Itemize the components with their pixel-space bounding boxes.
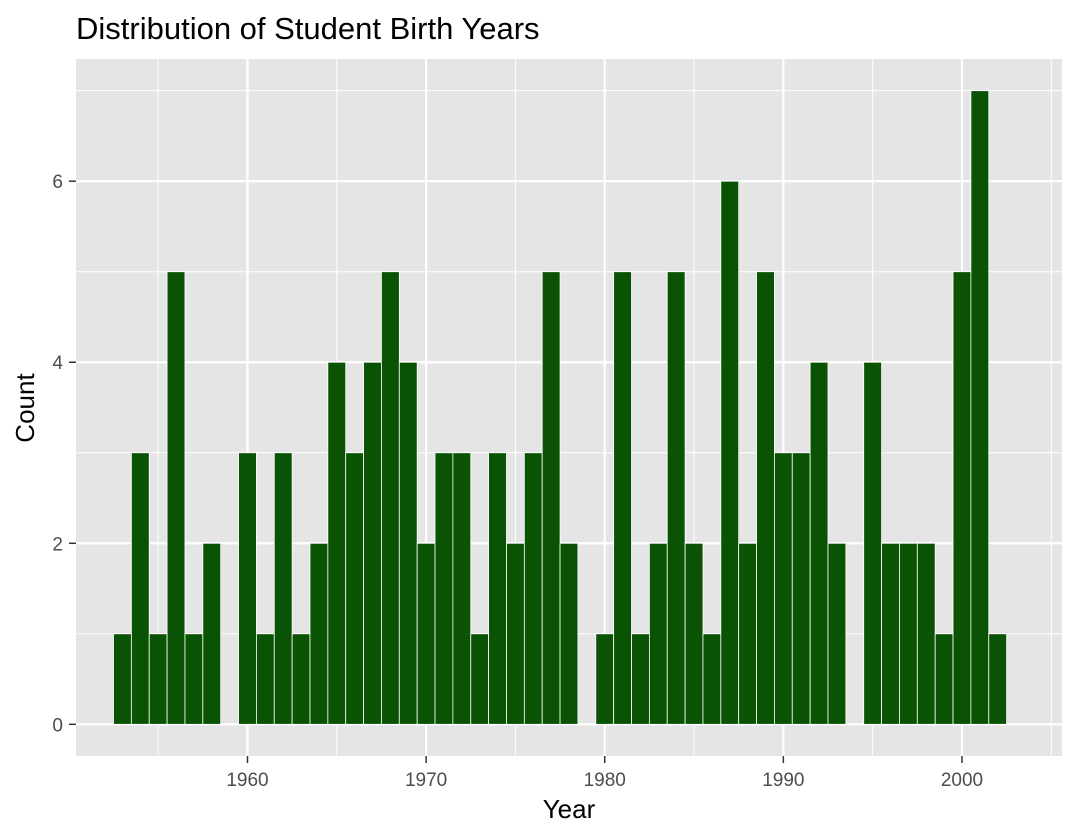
bar-1965 bbox=[327, 361, 347, 725]
bar-1972 bbox=[452, 452, 472, 725]
y-axis: 0 2 4 6 bbox=[52, 172, 76, 736]
x-tick-label: 1980 bbox=[584, 770, 626, 791]
bar-1953 bbox=[113, 633, 132, 725]
y-axis-title: Count bbox=[10, 373, 40, 443]
y-tick-label: 2 bbox=[52, 534, 63, 555]
bar-1973 bbox=[470, 633, 490, 725]
bar-1974 bbox=[488, 452, 507, 725]
x-tick-label: 2000 bbox=[941, 770, 983, 791]
bar-1995 bbox=[863, 361, 882, 725]
bar-1990 bbox=[774, 452, 793, 725]
bar-1992 bbox=[809, 361, 829, 725]
bar-1985 bbox=[684, 542, 704, 725]
bar-1968 bbox=[381, 271, 400, 725]
bar-1986 bbox=[702, 633, 722, 725]
bar-1967 bbox=[363, 361, 382, 725]
x-tick-label: 1960 bbox=[226, 770, 268, 791]
bar-1998 bbox=[916, 542, 936, 725]
bar-1980 bbox=[595, 633, 615, 725]
bar-1981 bbox=[613, 271, 632, 725]
bar-1977 bbox=[541, 271, 561, 725]
bar-1963 bbox=[291, 633, 311, 725]
y-tick-label: 6 bbox=[52, 172, 63, 193]
bar-1962 bbox=[273, 452, 293, 725]
bar-1984 bbox=[666, 271, 686, 725]
bar-1954 bbox=[130, 452, 150, 725]
bar-1966 bbox=[345, 452, 364, 725]
bar-2001 bbox=[970, 90, 990, 725]
bar-1976 bbox=[523, 452, 543, 725]
bar-1991 bbox=[791, 452, 811, 725]
bar-1993 bbox=[827, 542, 847, 725]
bar-1955 bbox=[148, 633, 168, 725]
bar-1982 bbox=[631, 633, 650, 725]
bar-2000 bbox=[952, 271, 972, 725]
y-tick-label: 4 bbox=[52, 353, 63, 374]
bar-1956 bbox=[166, 271, 186, 725]
bar-1988 bbox=[738, 542, 757, 725]
chart-title: Distribution of Student Birth Years bbox=[76, 11, 540, 46]
bar-1997 bbox=[899, 542, 918, 725]
bar-1960 bbox=[238, 452, 257, 725]
bar-1996 bbox=[881, 542, 900, 725]
bar-1987 bbox=[720, 180, 740, 725]
x-axis-title: Year bbox=[543, 794, 596, 824]
bar-1961 bbox=[256, 633, 275, 725]
bar-1983 bbox=[648, 542, 668, 725]
bar-1989 bbox=[756, 271, 775, 725]
bar-1999 bbox=[934, 633, 954, 725]
x-tick-label: 1990 bbox=[762, 770, 804, 791]
bar-1958 bbox=[202, 542, 222, 725]
bar-1957 bbox=[184, 633, 204, 725]
bar-1970 bbox=[416, 542, 436, 725]
bars bbox=[113, 90, 1008, 725]
x-tick-label: 1970 bbox=[405, 770, 447, 791]
bar-1969 bbox=[398, 361, 418, 725]
bar-1978 bbox=[559, 542, 579, 725]
bar-1975 bbox=[506, 542, 525, 725]
bar-1964 bbox=[309, 542, 329, 725]
x-axis: 1960 1970 1980 1990 2000 bbox=[226, 756, 983, 791]
y-tick-label: 0 bbox=[52, 715, 63, 736]
bar-1971 bbox=[434, 452, 454, 725]
bar-2002 bbox=[988, 633, 1008, 725]
